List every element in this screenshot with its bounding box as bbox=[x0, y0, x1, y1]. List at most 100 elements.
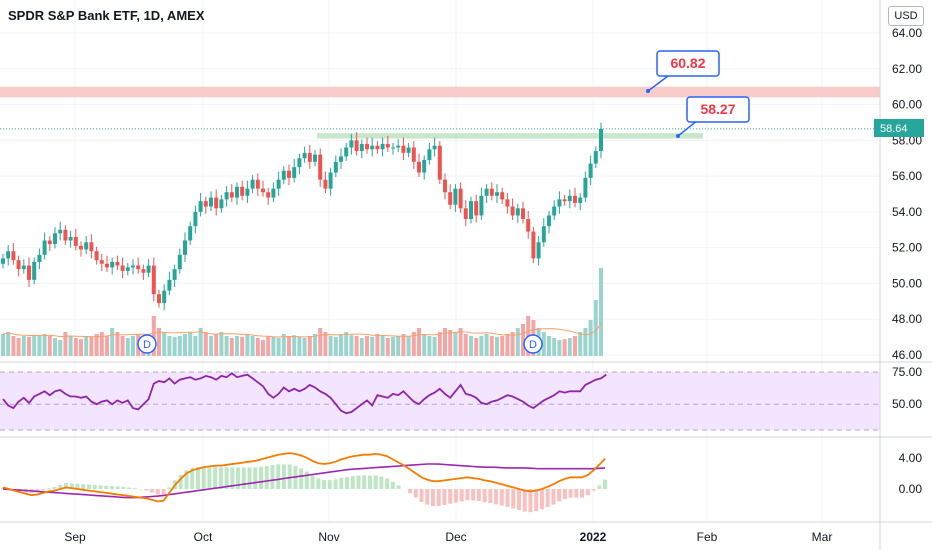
grid bbox=[0, 0, 880, 522]
candle-body bbox=[385, 143, 390, 148]
candle-body bbox=[323, 179, 328, 189]
candle-body bbox=[141, 269, 146, 273]
volume-bar bbox=[432, 336, 437, 356]
candle-body bbox=[557, 199, 562, 207]
price-tick-label: 60.00 bbox=[892, 98, 922, 112]
volume-bar bbox=[500, 336, 505, 356]
volume-bar bbox=[209, 336, 213, 356]
volume-bar bbox=[203, 332, 208, 356]
candlesticks bbox=[1, 122, 603, 311]
volume-bar bbox=[125, 338, 130, 356]
macd-histogram-bar bbox=[115, 486, 120, 489]
volume-bar bbox=[1, 334, 5, 356]
candle-body bbox=[599, 128, 603, 152]
candle-body bbox=[406, 147, 411, 153]
candle-body bbox=[255, 179, 260, 189]
volume-bar bbox=[484, 334, 489, 356]
volume-bar bbox=[427, 336, 432, 356]
macd-histogram-bar bbox=[385, 478, 390, 489]
volume-bar bbox=[250, 336, 255, 356]
volume-bar bbox=[177, 336, 182, 356]
volume-bar bbox=[27, 336, 31, 356]
macd-histogram-bar bbox=[322, 480, 327, 489]
volume-bar bbox=[391, 336, 395, 356]
volume-bar bbox=[422, 334, 427, 356]
volume-bar bbox=[557, 340, 562, 356]
candle-body bbox=[183, 240, 187, 255]
macd-histogram-bar bbox=[276, 464, 281, 489]
candle-body bbox=[68, 236, 73, 241]
candle-body bbox=[32, 261, 37, 280]
macd-histogram-bar bbox=[218, 467, 223, 489]
volume-bar bbox=[406, 336, 411, 356]
candle-body bbox=[536, 242, 541, 259]
candle-body bbox=[89, 242, 94, 252]
volume-bar bbox=[110, 328, 115, 356]
candle-body bbox=[198, 201, 203, 212]
volume-bar bbox=[313, 334, 317, 356]
macd-histogram-bar bbox=[413, 489, 418, 498]
volume-bar bbox=[521, 324, 525, 356]
rsi-tick-label: 50.00 bbox=[892, 397, 922, 411]
candle-body bbox=[552, 206, 557, 216]
candle-body bbox=[177, 254, 182, 270]
candle-body bbox=[500, 192, 505, 200]
volume-bar bbox=[16, 338, 21, 356]
macd-histogram-bar bbox=[448, 489, 453, 504]
macd-histogram-bar bbox=[362, 475, 367, 489]
dividend-marker-dec[interactable]: D bbox=[523, 334, 543, 354]
volume-bar bbox=[266, 336, 271, 356]
price-tick-label: 52.00 bbox=[892, 241, 922, 255]
candle-body bbox=[84, 242, 89, 250]
volume-bar bbox=[474, 338, 479, 356]
macd-histogram-bar bbox=[562, 489, 567, 500]
macd-histogram-bar bbox=[155, 489, 160, 495]
candle-body bbox=[510, 206, 515, 216]
candle-body bbox=[209, 197, 213, 207]
volume-bar bbox=[162, 332, 167, 356]
price-tick-label: 46.00 bbox=[892, 348, 922, 362]
macd-histogram-bar bbox=[390, 481, 395, 489]
macd-histogram-bar bbox=[476, 489, 481, 501]
dividend-marker-sep[interactable]: D bbox=[137, 334, 157, 354]
macd-histogram-bar bbox=[132, 488, 137, 489]
candle-body bbox=[567, 195, 572, 202]
candle-body bbox=[396, 145, 401, 148]
volume-bar bbox=[401, 334, 406, 356]
volume-bar bbox=[385, 338, 390, 356]
volume-bar bbox=[505, 334, 510, 356]
candle-body bbox=[224, 192, 229, 200]
macd-histogram-bar bbox=[499, 489, 504, 506]
macd-histogram-bar bbox=[465, 489, 470, 501]
candle-body bbox=[276, 179, 281, 189]
candle-body bbox=[172, 269, 177, 280]
macd-histogram-bar bbox=[603, 479, 607, 489]
candle-body bbox=[79, 245, 83, 250]
target-callout-label: 58.27 bbox=[700, 101, 735, 117]
volume-bar bbox=[157, 328, 161, 356]
price-bands bbox=[0, 86, 880, 139]
candle-body bbox=[105, 263, 109, 268]
macd-histogram-bar bbox=[144, 489, 149, 491]
resistance-callout[interactable]: 60.82 bbox=[646, 50, 720, 93]
currency-button[interactable]: USD bbox=[888, 6, 924, 26]
candle-body bbox=[214, 197, 219, 209]
macd-histogram-bar bbox=[75, 483, 80, 489]
candle-body bbox=[391, 147, 395, 149]
candle-body bbox=[120, 265, 125, 271]
x-tick-label: Sep bbox=[64, 530, 86, 544]
volume-bar bbox=[344, 332, 349, 356]
macd-histogram-bar bbox=[92, 484, 97, 489]
volume-bar bbox=[453, 332, 458, 356]
volume-bar bbox=[79, 339, 83, 356]
macd-histogram-bar bbox=[247, 467, 252, 489]
macd-histogram-bar bbox=[545, 489, 550, 507]
volume-bar bbox=[318, 328, 323, 356]
volume-bar bbox=[417, 328, 421, 356]
candle-body bbox=[99, 260, 104, 264]
candle-body bbox=[266, 192, 271, 198]
candle-body bbox=[1, 258, 5, 264]
target-callout[interactable]: 58.27 bbox=[676, 96, 750, 138]
candle-body bbox=[261, 188, 265, 193]
